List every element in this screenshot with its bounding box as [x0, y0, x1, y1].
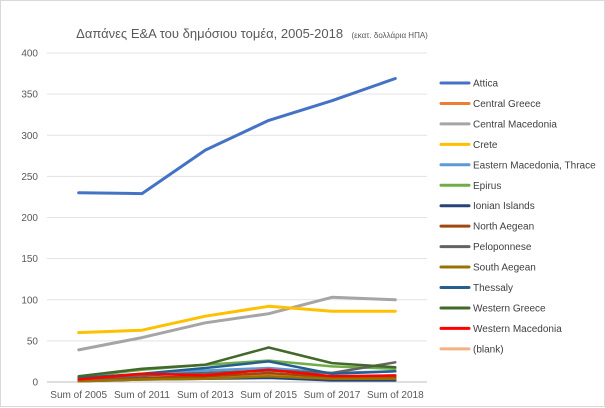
y-tick-label: 250 — [21, 172, 38, 183]
y-tick-label: 150 — [21, 254, 38, 265]
y-tick-label: 100 — [21, 295, 38, 306]
series-line-2 — [77, 295, 397, 352]
series-line-0 — [77, 77, 397, 196]
gridlines — [47, 52, 427, 383]
legend: Attica Central Greece Central Macedonia Cre… — [439, 79, 596, 355]
y-tick-label: 350 — [21, 90, 38, 101]
series-lines — [77, 77, 397, 383]
x-tick-label: Sum of 2011 — [114, 390, 170, 401]
series-line-11 — [77, 346, 397, 378]
legend-label: (blank) — [473, 344, 504, 355]
x-axis-ticks: Sum of 2005 Sum of 2011 Sum of 2013 Sum of … — [50, 390, 424, 401]
y-tick-label: 50 — [27, 336, 39, 347]
legend-label: Peloponnese — [473, 242, 532, 253]
legend-label: Western Macedonia — [473, 324, 562, 335]
y-tick-label: 200 — [21, 213, 38, 224]
series-line-9 — [77, 374, 397, 383]
legend-label: Epirus — [473, 181, 501, 192]
series-line-12 — [77, 368, 397, 381]
x-tick-label: Sum of 2018 — [367, 390, 424, 401]
y-tick-label: 300 — [21, 131, 38, 142]
legend-label: Attica — [473, 79, 498, 90]
legend-label: Crete — [473, 140, 498, 151]
y-tick-label: 0 — [32, 378, 38, 389]
legend-label: Central Greece — [473, 99, 541, 110]
x-tick-label: Sum of 2017 — [304, 390, 361, 401]
series-line-3 — [77, 304, 397, 335]
chart-title-main: Δαπάνες Ε&Α του δημόσιου τομέα, 2005-201… — [76, 26, 343, 41]
legend-label: Eastern Macedonia, Thrace — [473, 160, 596, 171]
chart-title: Δαπάνες Ε&Α του δημόσιου τομέα, 2005-201… — [76, 25, 428, 42]
legend-label: Ionian Islands — [473, 201, 535, 212]
y-axis-ticks: 0 50 100 150 200 250 300 350 400 — [21, 49, 38, 389]
legend-label: North Aegean — [473, 222, 534, 233]
legend-label: Thessaly — [473, 283, 513, 294]
legend-label: Central Macedonia — [473, 119, 557, 130]
x-tick-label: Sum of 2015 — [240, 390, 297, 401]
y-tick-label: 400 — [21, 49, 38, 60]
x-tick-label: Sum of 2005 — [50, 390, 107, 401]
x-tick-label: Sum of 2013 — [177, 390, 234, 401]
chart-title-sub: (εκατ. δολλάρια ΗΠΑ) — [352, 31, 429, 40]
legend-label: Western Greece — [473, 303, 546, 314]
legend-label: South Aegean — [473, 263, 536, 274]
